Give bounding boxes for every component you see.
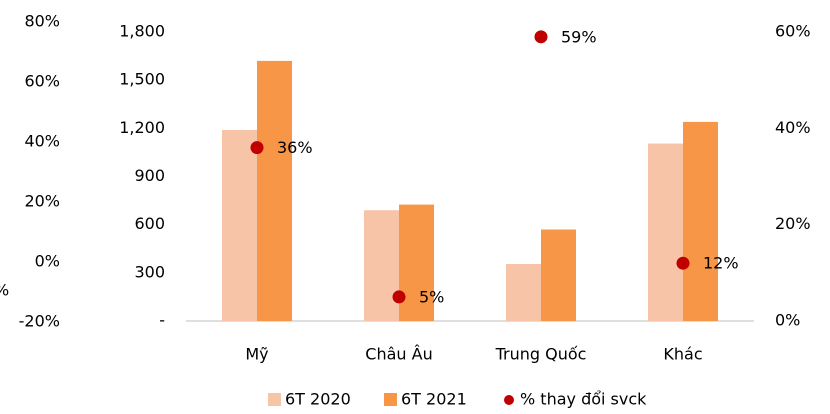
y3-tick-label: 60% xyxy=(24,72,60,91)
y3-axis-label: % xyxy=(0,281,9,300)
marker xyxy=(534,30,548,44)
legend-label: % thay đổi svck xyxy=(520,390,647,409)
y2-tick-label: 40% xyxy=(775,118,811,137)
bar xyxy=(399,204,434,321)
y-tick-label: 1,800 xyxy=(119,22,165,41)
bar xyxy=(364,210,399,321)
data-label: 5% xyxy=(419,287,444,306)
y3-tick-label: 20% xyxy=(24,192,60,211)
bar xyxy=(506,264,541,321)
x-tick-label: Châu Âu xyxy=(365,345,432,364)
y2-tick-label: 20% xyxy=(775,214,811,233)
bar xyxy=(541,229,576,321)
marker xyxy=(676,256,690,270)
x-tick-label: Mỹ xyxy=(245,345,268,364)
y3-tick-label: 40% xyxy=(24,132,60,151)
y-tick-label: 900 xyxy=(134,166,165,185)
data-label: 59% xyxy=(561,27,597,46)
bar xyxy=(222,129,257,321)
y-tick-label: - xyxy=(159,311,165,330)
data-label: 36% xyxy=(277,138,313,157)
marker xyxy=(392,290,406,304)
legend-swatch xyxy=(268,393,281,406)
marker xyxy=(250,141,264,155)
legend-swatch xyxy=(384,393,397,406)
y2-tick-label: 0% xyxy=(775,311,800,330)
x-tick-label: Trung Quốc xyxy=(495,345,587,364)
y3-tick-label: 0% xyxy=(35,252,60,271)
bar xyxy=(257,60,292,322)
y2-tick-label: 60% xyxy=(775,22,811,41)
legend-label: 6T 2021 xyxy=(401,390,467,409)
legend-label: 6T 2020 xyxy=(285,390,351,409)
x-tick-label: Khác xyxy=(663,345,702,364)
y-tick-label: 1,200 xyxy=(119,118,165,137)
bar xyxy=(683,121,718,322)
y-tick-label: 600 xyxy=(134,214,165,233)
legend-marker xyxy=(504,395,514,405)
y3-tick-label: 80% xyxy=(24,12,60,31)
y-tick-label: 300 xyxy=(134,262,165,281)
y3-tick-label: -20% xyxy=(19,312,60,331)
bar xyxy=(648,143,683,321)
data-label: 12% xyxy=(703,254,739,273)
y-tick-label: 1,500 xyxy=(119,70,165,89)
